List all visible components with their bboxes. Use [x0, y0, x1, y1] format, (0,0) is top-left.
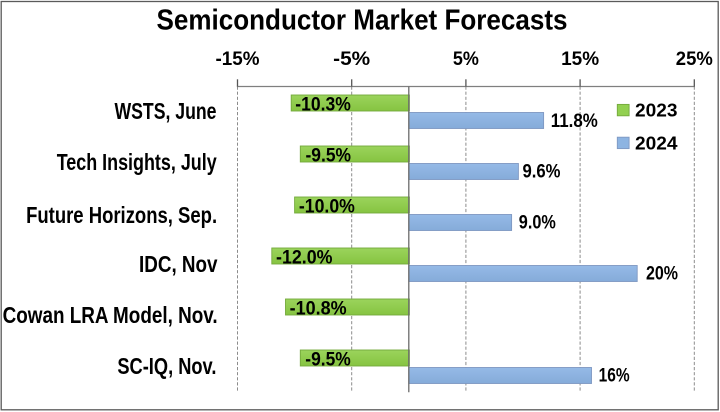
svg-text:-9.5%: -9.5% — [305, 350, 351, 371]
svg-text:11.8%: 11.8% — [551, 111, 598, 132]
svg-text:-10.8%: -10.8% — [290, 299, 347, 320]
svg-text:25%: 25% — [676, 49, 713, 70]
svg-text:15%: 15% — [561, 49, 599, 70]
svg-text:Future Horizons, Sep.: Future Horizons, Sep. — [26, 202, 217, 228]
svg-text:Semiconductor Market Forecasts: Semiconductor Market Forecasts — [157, 5, 568, 37]
svg-text:-12.0%: -12.0% — [276, 248, 333, 269]
svg-text:Cowan LRA Model, Nov.: Cowan LRA Model, Nov. — [3, 302, 218, 328]
svg-text:Tech Insights, July: Tech Insights, July — [57, 149, 217, 175]
svg-text:9.6%: 9.6% — [523, 162, 561, 183]
svg-text:2024: 2024 — [635, 133, 678, 153]
svg-text:16%: 16% — [599, 365, 630, 386]
svg-text:2023: 2023 — [635, 101, 678, 121]
svg-text:9.0%: 9.0% — [519, 213, 556, 234]
svg-text:-15%: -15% — [216, 49, 260, 70]
svg-text:20%: 20% — [646, 264, 678, 285]
svg-text:SC-IQ, Nov.: SC-IQ, Nov. — [117, 353, 216, 379]
svg-text:IDC, Nov: IDC, Nov — [139, 251, 218, 277]
svg-text:5%: 5% — [453, 49, 479, 70]
svg-text:-10.0%: -10.0% — [299, 197, 355, 218]
svg-text:-10.3%: -10.3% — [295, 95, 351, 116]
svg-text:WSTS, June: WSTS, June — [115, 98, 217, 124]
svg-text:-5%: -5% — [333, 49, 370, 70]
svg-text:-9.5%: -9.5% — [306, 146, 352, 167]
